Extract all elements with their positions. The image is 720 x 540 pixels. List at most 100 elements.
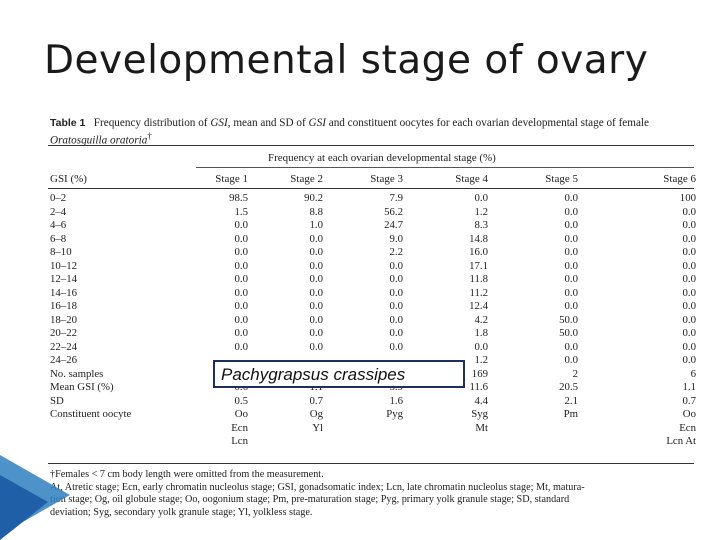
row-label: 2–4 (50, 205, 67, 218)
table-cell: 14.8 (469, 232, 488, 245)
header-rule (48, 188, 694, 189)
table-figure: Table 1 Frequency distribution of GSI, m… (38, 108, 704, 524)
table-cell: 0.0 (474, 340, 489, 353)
table-cell: 0.0 (682, 273, 697, 285)
caption-text: GSI (308, 117, 326, 129)
table-cell: 0.0 (564, 246, 579, 258)
table-cell: 0.0 (309, 273, 324, 285)
table-cell: 0.0 (564, 232, 579, 245)
table-cell: 0.0 (234, 300, 249, 312)
table-cell: 8.8 (309, 205, 324, 218)
table-cell: 12.4 (469, 300, 488, 312)
row-label: Mean GSI (%) (50, 381, 114, 393)
table-cell: 0.7 (309, 394, 324, 407)
table-cell: 56.2 (384, 205, 403, 218)
row-label: 0–2 (50, 192, 67, 204)
row-label: 20–22 (50, 327, 77, 339)
table-cell: 1.1 (682, 381, 697, 393)
table-cell: 0.0 (309, 246, 324, 258)
column-header: Stage 1 (215, 173, 248, 185)
table-cell: 20.5 (559, 381, 578, 393)
table-cell: 8.3 (474, 219, 489, 231)
table-cell: 0.0 (682, 340, 697, 353)
row-label: No. samples (50, 367, 104, 380)
column-header: Stage 4 (455, 173, 488, 185)
table-cell: 11.6 (469, 381, 489, 393)
table-cell: 0.0 (682, 313, 697, 326)
row-label: 14–16 (50, 286, 77, 299)
table-cell: Pm (563, 408, 578, 420)
row-label: 16–18 (50, 300, 77, 312)
table-cell: 0.5 (234, 394, 249, 407)
table-cell: Syg (471, 408, 488, 420)
table-cell: 0.0 (309, 286, 324, 299)
table-cell: Oo (234, 408, 248, 420)
table-cell: 0.0 (682, 232, 697, 245)
table-cell: Lcn At (666, 435, 696, 447)
table-cell: 0.0 (474, 192, 489, 204)
table-cell: 0.0 (309, 313, 324, 326)
table-cell: Pyg (386, 408, 403, 420)
caption-text: and constituent oocytes for each ovarian… (325, 117, 650, 129)
table-cell: 0.0 (389, 340, 404, 353)
table-cell: 0.0 (564, 259, 579, 272)
footnote-line: †Females < 7 cm body length were omitted… (50, 469, 324, 480)
table-cell: 6 (690, 367, 696, 380)
table-cell: 0.0 (682, 286, 697, 299)
table-cell: 0.0 (564, 286, 579, 299)
caption-text: Frequency distribution of (93, 117, 211, 129)
table-cell: 0.0 (682, 259, 697, 272)
footnote-line: At, Atretic stage; Ecn, early chromatin … (50, 481, 585, 493)
table-cell: 0.0 (309, 232, 324, 245)
table-cell: Ecn (679, 421, 696, 434)
table-cell: 0.0 (564, 205, 579, 218)
row-label: Constituent oocyte (50, 408, 132, 420)
spanner-rule (196, 167, 694, 168)
corner-shape (0, 475, 48, 540)
table-cell: 0.0 (234, 313, 249, 326)
footnote-line: tion stage; Og, oil globule stage; Oo, o… (50, 494, 570, 506)
slide-corner-decoration (0, 455, 70, 540)
caption-species: Oratosquilla oratoria (50, 134, 148, 147)
table-cell: 2.1 (564, 394, 579, 407)
table-cell: Yl (312, 421, 323, 434)
row-label: 22–24 (50, 340, 77, 353)
table-cell: 0.0 (682, 327, 697, 339)
table-cell: 0.0 (564, 192, 579, 204)
table-cell: 0.0 (309, 300, 324, 312)
table-cell: 1.0 (309, 219, 324, 231)
caption-text: GSI (210, 117, 228, 129)
table-caption: Table 1 Frequency distribution of GSI, m… (50, 116, 690, 148)
column-header: Stage 3 (370, 173, 403, 185)
table-cell: 0.0 (234, 246, 249, 258)
row-label: 8–10 (50, 246, 72, 258)
table-cell: 100 (679, 192, 696, 204)
table-cell: 2.2 (389, 246, 404, 258)
row-label: 10–12 (50, 259, 77, 272)
table-cell: 0.0 (682, 205, 697, 218)
footnote-line: deviation; Syg, secondary yolk granule s… (50, 506, 313, 518)
row-label: 6–8 (50, 232, 67, 245)
table-cell: 11.8 (469, 273, 489, 285)
table-cell: 0.0 (564, 273, 579, 285)
table-spanner-heading: Frequency at each ovarian developmental … (268, 152, 496, 164)
table-cell: 50.0 (559, 313, 578, 326)
table-cell: 17.1 (469, 259, 488, 272)
table-cell: 50.0 (559, 327, 578, 339)
species-label-box: Pachygrapsus crassipes (213, 360, 465, 388)
table-cell: 98.5 (229, 192, 248, 204)
table-cell: 0.0 (682, 246, 697, 258)
table-top-rule (48, 145, 694, 146)
table-cell: 0.0 (682, 300, 697, 312)
table-cell: 0.0 (389, 259, 404, 272)
table-cell: 0.0 (309, 327, 324, 339)
row-label: SD (50, 394, 64, 407)
row-label: 12–14 (50, 273, 77, 285)
table-cell: 4.2 (474, 313, 489, 326)
table-cell: 1.2 (474, 205, 489, 218)
table-cell: 11.2 (469, 286, 489, 299)
table-cell: 0.0 (389, 273, 404, 285)
column-header: GSI (%) (50, 173, 87, 185)
table-bottom-rule (48, 463, 694, 464)
table-cell: 0.0 (234, 340, 249, 353)
